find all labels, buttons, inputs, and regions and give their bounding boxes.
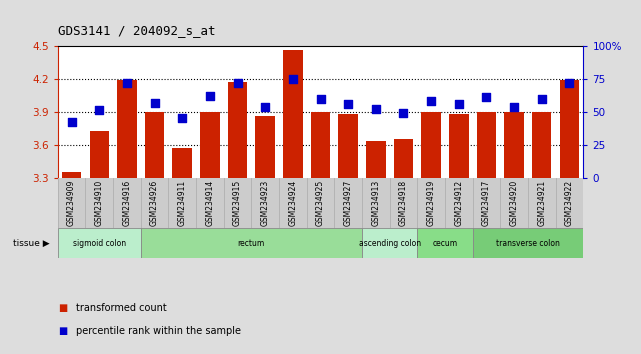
Bar [449,114,469,177]
Point [509,104,519,109]
Point [343,101,353,107]
Bar [504,112,524,177]
Text: GSM234921: GSM234921 [537,180,546,226]
Point [315,96,326,102]
Bar [338,114,358,177]
Text: cecum: cecum [433,239,458,248]
Bar [228,82,247,177]
Point [94,108,104,113]
Bar [117,80,137,177]
Text: GSM234924: GSM234924 [288,180,297,226]
Text: GDS3141 / 204092_s_at: GDS3141 / 204092_s_at [58,24,215,37]
Bar [472,228,583,258]
Bar [62,172,81,177]
Text: GSM234911: GSM234911 [178,180,187,226]
Point [426,98,437,104]
Text: rectum: rectum [238,239,265,248]
Text: GSM234925: GSM234925 [316,180,325,226]
Text: GSM234918: GSM234918 [399,180,408,226]
Bar [90,131,109,177]
Text: transverse colon: transverse colon [496,239,560,248]
Text: percentile rank within the sample: percentile rank within the sample [76,326,240,336]
Text: GSM234917: GSM234917 [482,180,491,226]
Text: GSM234926: GSM234926 [150,180,159,226]
Bar [417,228,472,258]
Bar [366,141,385,177]
Bar [140,228,362,258]
Point [398,110,408,116]
Text: ascending colon: ascending colon [358,239,420,248]
Text: sigmoid colon: sigmoid colon [72,239,126,248]
Point [454,101,464,107]
Text: GSM234916: GSM234916 [122,180,131,226]
Text: GSM234920: GSM234920 [510,180,519,226]
Text: GSM234910: GSM234910 [95,180,104,226]
Text: ■: ■ [58,326,67,336]
Bar [394,139,413,177]
Text: tissue ▶: tissue ▶ [13,239,49,248]
Point [481,95,492,100]
Text: GSM234923: GSM234923 [261,180,270,226]
Bar [283,50,303,177]
Bar [477,112,496,177]
Bar [145,112,164,177]
Point [67,119,77,125]
Point [122,80,132,86]
Bar [58,228,140,258]
Bar [256,116,275,177]
Text: ■: ■ [58,303,67,313]
Text: transformed count: transformed count [76,303,167,313]
Point [288,76,298,82]
Text: GSM234909: GSM234909 [67,180,76,227]
Point [233,80,243,86]
Text: GSM234914: GSM234914 [205,180,214,226]
Point [537,96,547,102]
Point [204,93,215,99]
Text: GSM234927: GSM234927 [344,180,353,226]
Bar [200,112,219,177]
Point [370,106,381,112]
Text: GSM234915: GSM234915 [233,180,242,226]
Text: GSM234922: GSM234922 [565,180,574,226]
Point [177,115,187,121]
Text: GSM234919: GSM234919 [427,180,436,226]
Text: GSM234913: GSM234913 [371,180,380,226]
Point [260,104,271,109]
Point [149,100,160,105]
Bar [560,80,579,177]
Bar [172,148,192,177]
Bar [532,112,551,177]
Text: GSM234912: GSM234912 [454,180,463,226]
Bar [311,112,330,177]
Bar [362,228,417,258]
Point [564,80,574,86]
Bar [422,112,441,177]
